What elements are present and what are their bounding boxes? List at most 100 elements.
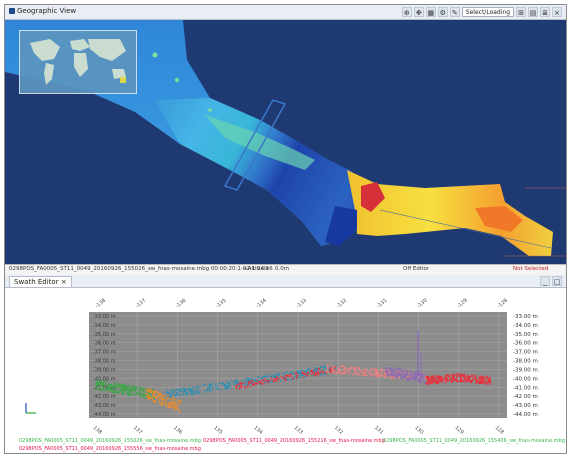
zoom-icon[interactable]: ⊕ <box>401 7 412 17</box>
swath-point-green <box>124 386 127 388</box>
swath-point-red <box>313 374 315 377</box>
swath-point-green <box>151 388 154 390</box>
swath-point-red-east <box>470 381 472 384</box>
swath-point-red-east <box>441 381 443 383</box>
gear-icon[interactable]: ⚙ <box>437 7 448 17</box>
swath-point-teal <box>212 386 214 389</box>
swath-point-lightred <box>331 367 334 369</box>
left-axis-label: -33.00 m <box>93 314 116 320</box>
swath-point-red <box>240 383 243 385</box>
swath-point-teal <box>187 392 189 394</box>
swath-point-lightred <box>331 368 333 371</box>
swath-point-teal <box>277 376 280 379</box>
swath-point-orange <box>171 404 174 406</box>
pan-icon[interactable]: ✥ <box>413 7 424 17</box>
swath-point-red-east <box>439 380 441 382</box>
swath-point-orange <box>152 394 155 396</box>
swath-point-orange <box>171 402 174 405</box>
swath-point-red <box>253 384 255 386</box>
swath-point-red-east <box>477 380 479 383</box>
swath-editor-tab[interactable]: Swath Editor × <box>9 276 72 287</box>
tool-select[interactable]: Select/Loading <box>461 7 514 17</box>
left-axis-label: -43.00 m <box>93 403 116 409</box>
status-file: 0298POS_FA0005_ST11_0049_20160926_155026… <box>9 266 273 272</box>
swath-point-purple <box>409 377 412 379</box>
swath-point-orange <box>175 405 178 408</box>
chart-icon[interactable]: ▤ <box>528 7 538 17</box>
swath-point-red <box>295 377 298 379</box>
bottom-tick-label: 134 <box>253 425 264 436</box>
swath-point-teal <box>245 381 248 384</box>
swath-point-teal <box>319 366 322 368</box>
swath-point-red-east <box>478 381 481 384</box>
swath-point-orange <box>172 402 175 404</box>
swath-point-red-east <box>478 377 481 379</box>
swath-point-lightred <box>372 368 375 371</box>
swath-point-red <box>310 373 313 376</box>
swath-point-orange <box>160 403 162 405</box>
swath-point-red-east <box>451 374 453 377</box>
swath-point-red-east <box>486 381 488 383</box>
swath-point-red <box>330 370 333 373</box>
swath-point-red <box>235 385 237 387</box>
swath-point-red-east <box>487 381 490 384</box>
map-canvas[interactable] <box>5 20 566 264</box>
swath-point-orange <box>163 395 165 397</box>
swath-point-red <box>292 377 294 379</box>
grid-icon[interactable]: ▦ <box>425 7 436 17</box>
minimize-icon[interactable]: _ <box>540 276 550 286</box>
swath-point-teal <box>227 386 230 388</box>
swath-east-deep <box>325 206 357 246</box>
geographic-view-tab[interactable]: Geographic View <box>9 7 76 15</box>
ruler-icon[interactable]: ⊞ <box>516 7 526 17</box>
swath-point-teal <box>302 374 304 377</box>
swath-point-purple <box>423 379 426 381</box>
swath-point-purple <box>386 371 389 373</box>
layers-icon[interactable]: ≣ <box>540 7 550 17</box>
swath-point-teal <box>226 388 228 390</box>
swath-point-green <box>104 388 106 390</box>
swath-point-red-east <box>432 381 434 383</box>
swath-point-green <box>109 388 111 391</box>
swath-point-teal <box>289 371 291 374</box>
swath-point-orange <box>162 398 165 400</box>
swath-point-teal <box>224 384 226 386</box>
close-icon[interactable]: × <box>552 7 562 17</box>
geographic-view-header: Geographic View ⊕ ✥ ▦ ⚙ ✎ Select/Loading… <box>5 5 566 20</box>
world-inset-map[interactable] <box>19 30 137 94</box>
maximize-icon[interactable]: □ <box>552 276 562 286</box>
application-window: Geographic View ⊕ ✥ ▦ ⚙ ✎ Select/Loading… <box>4 4 567 454</box>
swath-point-teal <box>166 392 169 394</box>
swath-point-orange <box>177 403 179 405</box>
swath-point-red-east <box>457 373 460 375</box>
swath-point-teal <box>329 366 332 368</box>
top-tick-label: -132 <box>336 298 349 310</box>
swath-point-purple <box>422 378 425 381</box>
swath-point-lightred <box>327 371 330 373</box>
swath-point-green <box>134 387 136 389</box>
bottom-tick-label: 131 <box>373 425 384 436</box>
swath-point-orange <box>161 399 163 401</box>
swath-point-lightred <box>342 369 345 371</box>
swath-point-lightred <box>325 370 328 373</box>
tab-close-icon[interactable]: × <box>60 278 67 286</box>
swath-point-red-east <box>481 375 483 378</box>
swath-point-teal <box>174 394 177 397</box>
swath-point-red-east <box>464 377 467 380</box>
swath-point-teal <box>165 392 167 394</box>
swath-point-red <box>284 375 287 377</box>
swath-point-teal <box>316 367 318 369</box>
swath-point-red-east <box>455 373 457 376</box>
swath-point-teal <box>234 381 237 383</box>
swath-point-lightred <box>344 367 346 370</box>
bottom-tick-label: 130 <box>413 425 424 436</box>
swath-point-red-east <box>484 378 487 380</box>
swath-point-lightred <box>343 372 345 374</box>
swath-point-orange <box>172 397 175 399</box>
swath-point-red-east <box>461 375 463 377</box>
swath-point-teal <box>300 375 302 377</box>
swath-point-red-east <box>479 381 482 383</box>
swath-point-red-east <box>480 379 482 381</box>
swath-point-purple <box>417 380 420 383</box>
pencil-icon[interactable]: ✎ <box>449 7 460 17</box>
